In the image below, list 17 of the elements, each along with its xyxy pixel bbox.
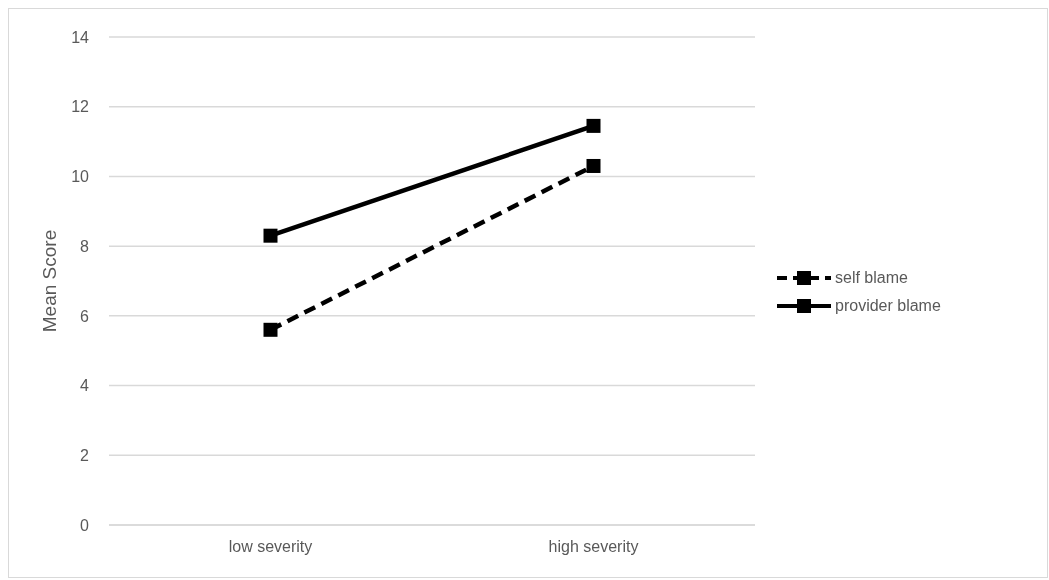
y-tick-label: 12	[71, 98, 90, 116]
point	[263, 322, 278, 337]
y-tick-label: 0	[80, 516, 90, 534]
y-tick-label: 8	[80, 237, 90, 255]
point	[586, 158, 601, 173]
y-tick-label: 6	[80, 307, 90, 325]
point	[586, 118, 601, 133]
legend-label: provider blame	[835, 297, 941, 315]
x-tick-label: high severity	[548, 538, 639, 556]
y-tick-label: 10	[71, 168, 90, 186]
y-tick-label: 2	[80, 446, 90, 464]
legend-label: self blame	[835, 269, 908, 287]
x-tick-label: low severity	[228, 538, 313, 556]
y-tick-label: 4	[80, 377, 90, 395]
point	[263, 228, 278, 243]
y-axis-title: Mean Score	[38, 229, 60, 333]
y-tick-label: 14	[71, 28, 90, 46]
